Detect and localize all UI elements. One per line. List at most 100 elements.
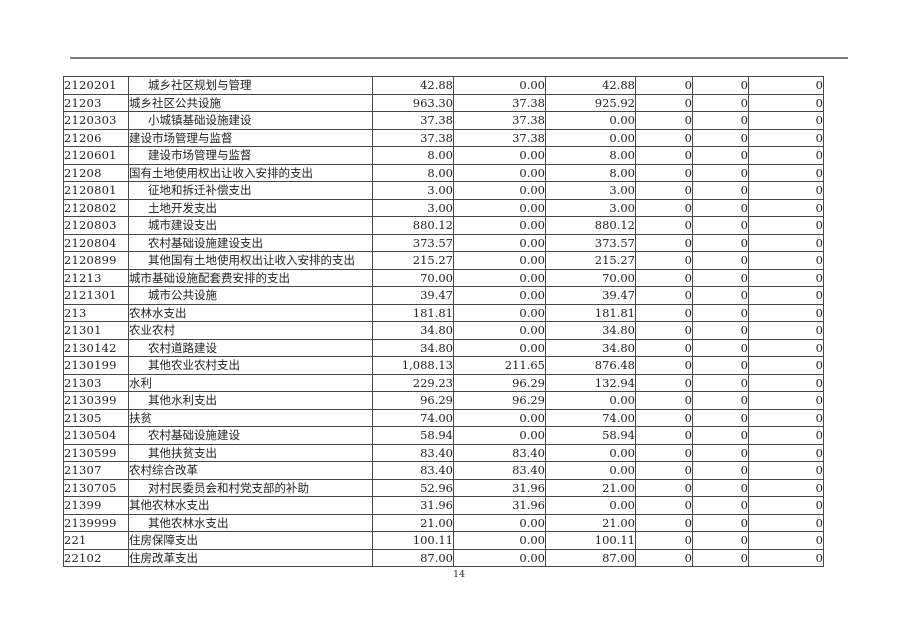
value-cell: 0 [635,496,693,515]
value-cell: 0 [748,128,824,147]
code-cell: 2130599 [63,443,129,462]
budget-table: 2120201 城乡社区规划与管理 42.88 0.00 42.88 0 0 0 21203 城乡… [63,76,824,567]
value-cell: 215.27 [545,251,636,270]
code-cell: 2130142 [63,338,129,357]
value-cell: 0.00 [453,146,546,165]
value-cell: 37.38 [453,93,546,112]
name-cell: 其他农林水支出 [128,496,373,515]
header-rule [70,57,848,60]
name-cell: 城市公共设施 [128,286,373,305]
table-row: 2130399 其他水利支出 96.29 96.29 0.00 0 0 0 [63,391,824,410]
value-cell: 0 [635,216,693,235]
table-row: 21301 农业农村 34.80 0.00 34.80 0 0 0 [63,321,824,340]
value-cell: 0.00 [453,338,546,357]
value-cell: 0 [692,531,749,550]
value-cell: 34.80 [545,338,636,357]
value-cell: 0 [748,443,824,462]
code-cell: 21208 [63,163,129,182]
value-cell: 0 [748,163,824,182]
code-cell: 21206 [63,128,129,147]
value-cell: 0.00 [453,216,546,235]
table-row: 2120801 征地和拆迁补偿支出 3.00 0.00 3.00 0 0 0 [63,181,824,200]
code-cell: 2139999 [63,513,129,532]
value-cell: 34.80 [545,321,636,340]
table-row: 21399 其他农林水支出 31.96 31.96 0.00 0 0 0 [63,496,824,515]
value-cell: 0 [635,391,693,410]
name-cell: 对村民委员会和村党支部的补助 [128,478,373,497]
value-cell: 0 [748,513,824,532]
value-cell: 0 [748,461,824,480]
table-row: 2130142 农村道路建设 34.80 0.00 34.80 0 0 0 [63,338,824,357]
value-cell: 0 [692,233,749,252]
value-cell: 37.38 [372,111,454,130]
value-cell: 3.00 [372,181,454,200]
value-cell: 0 [692,181,749,200]
value-cell: 0 [748,391,824,410]
value-cell: 0.00 [453,251,546,270]
value-cell: 83.40 [453,461,546,480]
value-cell: 0 [635,513,693,532]
value-cell: 0 [748,268,824,287]
value-cell: 0 [748,356,824,375]
code-cell: 21399 [63,496,129,515]
code-cell: 2130504 [63,426,129,445]
table-row: 21303 水利 229.23 96.29 132.94 0 0 0 [63,373,824,392]
value-cell: 215.27 [372,251,454,270]
name-cell: 其他水利支出 [128,391,373,410]
value-cell: 0 [635,373,693,392]
value-cell: 0.00 [453,408,546,427]
value-cell: 0 [692,128,749,147]
value-cell: 96.29 [453,373,546,392]
name-cell: 国有土地使用权出让收入安排的支出 [128,163,373,182]
code-cell: 2120804 [63,233,129,252]
value-cell: 31.96 [453,478,546,497]
table-row: 2130705 对村民委员会和村党支部的补助 52.96 31.96 21.00 0 0 0 [63,478,824,497]
code-cell: 21305 [63,408,129,427]
value-cell: 0 [692,338,749,357]
value-cell: 0 [748,478,824,497]
name-cell: 城市建设支出 [128,216,373,235]
name-cell: 农村综合改革 [128,461,373,480]
value-cell: 373.57 [372,233,454,252]
value-cell: 0 [692,251,749,270]
value-cell: 0 [635,233,693,252]
value-cell: 0 [635,111,693,130]
value-cell: 31.96 [372,496,454,515]
value-cell: 0.00 [453,163,546,182]
value-cell: 87.00 [545,548,636,567]
value-cell: 0 [748,496,824,515]
value-cell: 0 [635,548,693,567]
value-cell: 0 [748,146,824,165]
value-cell: 0.00 [453,426,546,445]
value-cell: 0 [748,181,824,200]
value-cell: 42.88 [545,76,636,95]
table-row: 2120303 小城镇基础设施建设 37.38 37.38 0.00 0 0 0 [63,111,824,130]
value-cell: 0 [635,146,693,165]
value-cell: 70.00 [545,268,636,287]
value-cell: 8.00 [545,163,636,182]
code-cell: 21303 [63,373,129,392]
value-cell: 0 [692,513,749,532]
value-cell: 0 [748,198,824,217]
table-row: 21203 城乡社区公共设施 963.30 37.38 925.92 0 0 0 [63,93,824,112]
value-cell: 181.81 [545,303,636,322]
value-cell: 0 [635,198,693,217]
value-cell: 0.00 [453,76,546,95]
value-cell: 0 [635,251,693,270]
value-cell: 0 [692,198,749,217]
value-cell: 0 [748,93,824,112]
value-cell: 0 [748,251,824,270]
value-cell: 0 [692,478,749,497]
value-cell: 0 [635,268,693,287]
value-cell: 0.00 [545,496,636,515]
value-cell: 74.00 [372,408,454,427]
value-cell: 0 [748,426,824,445]
value-cell: 100.11 [372,531,454,550]
name-cell: 其他农业农村支出 [128,356,373,375]
table-row: 2130504 农村基础设施建设 58.94 0.00 58.94 0 0 0 [63,426,824,445]
name-cell: 水利 [128,373,373,392]
name-cell: 扶贫 [128,408,373,427]
value-cell: 83.40 [453,443,546,462]
name-cell: 住房保障支出 [128,531,373,550]
value-cell: 0 [635,128,693,147]
